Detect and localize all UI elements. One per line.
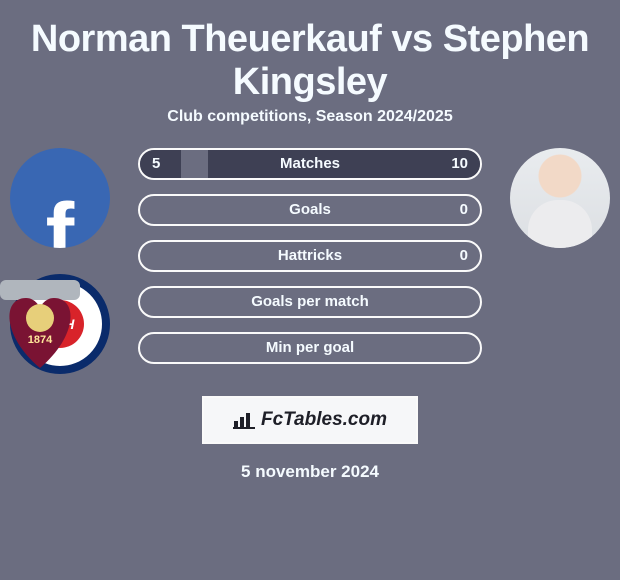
comparison-card: Norman Theuerkauf vs Stephen Kingsley Cl… bbox=[0, 0, 620, 580]
stat-value-right: 10 bbox=[439, 150, 480, 178]
date-text: 5 november 2024 bbox=[0, 462, 620, 482]
stat-value-right: 0 bbox=[448, 196, 480, 224]
stat-bar: 5Matches10 bbox=[138, 148, 482, 180]
stat-bar: Goals per match bbox=[138, 286, 482, 318]
comparison-body: f FCH 1874 5Matches10Goals0Hattricks0Goa… bbox=[0, 138, 620, 374]
stat-label: Min per goal bbox=[140, 334, 480, 362]
stat-label: Hattricks bbox=[140, 242, 480, 270]
facebook-icon: f bbox=[46, 211, 75, 248]
club-right-year: 1874 bbox=[0, 334, 90, 346]
page-title: Norman Theuerkauf vs Stephen Kingsley bbox=[0, 0, 620, 108]
brand-box: FcTables.com bbox=[202, 396, 418, 444]
player-left-avatar: f bbox=[10, 148, 110, 248]
stat-label: Goals per match bbox=[140, 288, 480, 316]
stat-bars: 5Matches10Goals0Hattricks0Goals per matc… bbox=[138, 148, 482, 364]
page-subtitle: Club competitions, Season 2024/2025 bbox=[0, 108, 620, 138]
club-right-ribbon bbox=[0, 280, 80, 300]
stat-bar: Goals0 bbox=[138, 194, 482, 226]
stat-label: Matches bbox=[140, 150, 480, 178]
brand-text: FcTables.com bbox=[261, 409, 387, 431]
stat-bar: Hattricks0 bbox=[138, 240, 482, 272]
stat-value-right: 0 bbox=[448, 242, 480, 270]
ball-icon bbox=[26, 304, 54, 332]
stat-bar: Min per goal bbox=[138, 332, 482, 364]
stat-label: Goals bbox=[140, 196, 480, 224]
bar-chart-icon bbox=[233, 411, 255, 429]
player-right-avatar bbox=[510, 148, 610, 248]
